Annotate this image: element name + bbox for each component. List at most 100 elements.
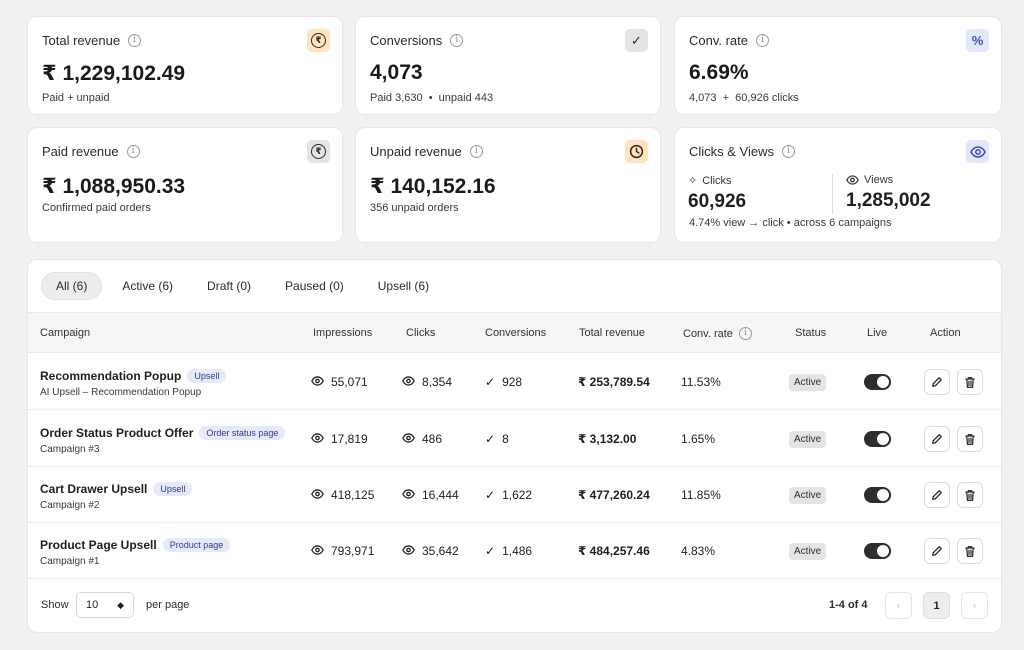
status-badge: Active [789,487,827,504]
header-conv-rate: Conv. rate i [683,327,752,340]
delete-button[interactable] [957,538,983,564]
campaign-tag: Upsell [153,482,193,496]
prev-page-button[interactable]: ‹ [885,592,912,619]
clicks-cell: 486 [402,432,442,446]
chevron-right-icon: › [972,599,977,612]
edit-button[interactable] [924,369,950,395]
info-icon[interactable]: i [128,34,142,47]
rupee-icon: ₹ [307,140,330,163]
delete-button[interactable] [957,426,983,452]
live-toggle[interactable] [864,374,891,390]
header-conv-rate-label: Conv. rate [683,327,733,340]
trash-icon [964,433,976,446]
tab-all[interactable]: All (6) [41,272,103,300]
campaign-name: Product Page Upsell Product page [40,538,231,552]
conv-rate-value: 1.65% [681,432,716,446]
campaign-title[interactable]: Cart Drawer Upsell [40,482,148,496]
header-conversions: Conversions [485,327,547,339]
conversions-card: Conversions i ✓ 4,073 Paid 3,630 • unpaid… [355,16,661,115]
check-icon: ✓ [625,29,648,52]
per-page-select[interactable]: 10 ◆ [76,592,134,618]
live-toggle[interactable] [864,487,891,503]
campaign-title[interactable]: Order Status Product Offer [40,426,194,440]
info-icon[interactable]: i [756,34,770,47]
clicks-cell: 8,354 [402,375,452,389]
tab-upsell[interactable]: Upsell (6) [377,279,430,293]
info-icon[interactable]: i [738,327,752,340]
tab-draft[interactable]: Draft (0) [207,279,252,293]
clicks-value: 486 [422,432,443,446]
card-title: Total revenue [42,33,121,48]
views-label: Views [864,174,894,186]
campaign-subtitle: Campaign #3 [40,444,100,455]
campaign-tabs: All (6) Active (6) Draft (0) Paused (0) … [41,272,443,300]
info-icon[interactable]: i [450,34,464,47]
show-label: Show [41,599,69,611]
clicks-value: 60,926 [688,191,747,212]
impressions-cell: 55,071 [311,375,368,389]
campaign-title[interactable]: Recommendation Popup [40,369,182,383]
campaign-subtitle: Campaign #2 [40,500,100,511]
campaign-name: Order Status Product Offer Order status p… [40,426,286,440]
conv-rate-value: 11.53% [681,375,721,389]
impressions-value: 55,071 [331,375,368,389]
card-title: Clicks & Views [689,144,775,159]
edit-button[interactable] [924,538,950,564]
tab-paused[interactable]: Paused (0) [285,279,344,293]
clock-icon [625,140,648,163]
total-revenue-sub: Paid + unpaid [42,92,110,104]
page-1-button[interactable]: 1 [923,592,950,619]
info-icon[interactable]: i [126,145,140,158]
edit-button[interactable] [924,426,950,452]
edit-button[interactable] [924,482,950,508]
conv-rate-value: 11.85% [681,488,721,502]
conversions-cell: ✓ 1,622 [485,488,532,502]
trash-icon [964,545,976,558]
conversions-value: 1,486 [502,544,533,558]
live-toggle[interactable] [864,431,891,447]
info-icon[interactable]: i [782,145,796,158]
revenue-value: ₹ 3,132.00 [578,432,637,446]
clicks-value: 35,642 [422,544,459,558]
pencil-icon [931,489,943,501]
conversions-cell: ✓ 1,486 [485,544,532,558]
dropdown-icon: ◆ [117,599,124,610]
header-clicks: Clicks [406,327,436,339]
info-icon[interactable]: i [469,145,483,158]
conversions-cell: ✓ 8 [485,432,509,446]
impressions-cell: 17,819 [311,432,368,446]
sparkle-icon: ✧ [688,175,698,187]
status-badge: Active [789,431,827,448]
check-icon: ✓ [485,488,496,502]
unpaid-revenue-card: Unpaid revenue i ₹ 140,152.16 356 unpaid … [355,127,661,243]
eye-icon [311,488,324,502]
table-row: Recommendation Popup Upsell AI Upsell – Re… [28,354,1001,410]
impressions-value: 793,971 [331,544,375,558]
card-title: Conversions [370,33,443,48]
header-campaign: Campaign [40,327,91,339]
status-badge: Active [789,543,827,560]
eye-icon [402,432,415,446]
eye-icon [311,375,324,389]
eye-icon [402,375,415,389]
card-title: Unpaid revenue [370,144,462,159]
card-title: Conv. rate [689,33,749,48]
percent-icon: % [966,29,989,52]
delete-button[interactable] [957,369,983,395]
live-toggle[interactable] [864,543,891,559]
next-page-button[interactable]: › [961,592,988,619]
campaigns-panel: All (6) Active (6) Draft (0) Paused (0) … [27,259,1002,633]
clicks-stat: ✧ Clicks 60,926 [688,174,746,213]
check-icon: ✓ [485,544,496,558]
eye-icon [402,488,415,502]
conversions-value: 4,073 [370,61,423,84]
views-value: 1,285,002 [846,190,931,211]
conversions-value: 1,622 [502,488,533,502]
campaign-title[interactable]: Product Page Upsell [40,538,157,552]
delete-button[interactable] [957,482,983,508]
card-title: Paid revenue [42,144,119,159]
tab-active[interactable]: Active (6) [122,279,174,293]
table-row: Product Page Upsell Product page Campaign … [28,523,1001,579]
header-action: Action [930,327,961,339]
